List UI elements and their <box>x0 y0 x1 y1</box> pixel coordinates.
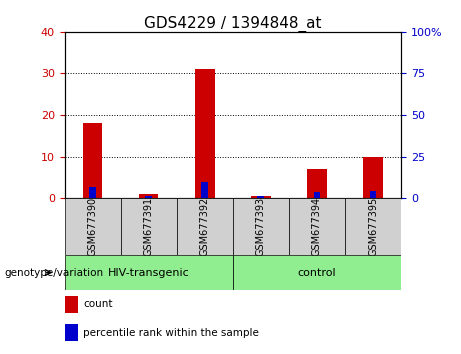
Bar <box>139 194 159 198</box>
Bar <box>65 255 233 290</box>
Bar <box>121 198 177 255</box>
Bar <box>195 69 214 198</box>
Bar <box>307 169 327 198</box>
Text: GSM677394: GSM677394 <box>312 197 322 256</box>
Text: GSM677391: GSM677391 <box>144 197 154 256</box>
Bar <box>145 196 152 198</box>
Bar <box>65 198 121 255</box>
Bar <box>65 324 78 341</box>
Bar <box>251 196 271 198</box>
Bar <box>233 198 289 255</box>
Bar <box>363 156 383 198</box>
Bar <box>89 187 96 198</box>
Text: count: count <box>83 299 112 309</box>
Bar <box>313 193 320 198</box>
Text: genotype/variation: genotype/variation <box>5 268 104 278</box>
Bar <box>370 191 376 198</box>
Bar <box>289 198 345 255</box>
Bar <box>201 182 208 198</box>
Bar <box>233 255 401 290</box>
Text: control: control <box>298 268 336 278</box>
Bar <box>83 124 102 198</box>
Title: GDS4229 / 1394848_at: GDS4229 / 1394848_at <box>144 16 322 32</box>
Text: GSM677393: GSM677393 <box>256 197 266 256</box>
Text: percentile rank within the sample: percentile rank within the sample <box>83 328 259 338</box>
Bar <box>345 198 401 255</box>
Text: GSM677390: GSM677390 <box>88 197 98 256</box>
Text: GSM677395: GSM677395 <box>368 197 378 256</box>
Bar <box>258 196 264 198</box>
Text: GSM677392: GSM677392 <box>200 197 210 256</box>
Bar <box>177 198 233 255</box>
Bar <box>65 296 78 313</box>
Text: HIV-transgenic: HIV-transgenic <box>108 268 189 278</box>
